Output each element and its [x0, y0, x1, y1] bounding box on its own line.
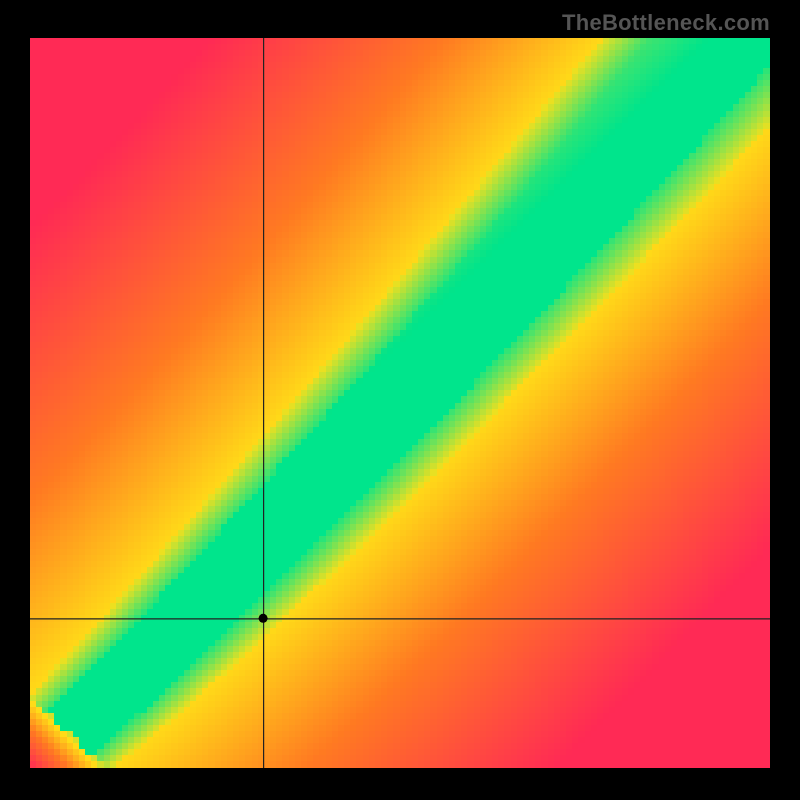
watermark-text: TheBottleneck.com: [562, 10, 770, 36]
chart-frame: TheBottleneck.com: [0, 0, 800, 800]
heatmap-plot: [30, 38, 770, 768]
heatmap-canvas: [30, 38, 770, 768]
